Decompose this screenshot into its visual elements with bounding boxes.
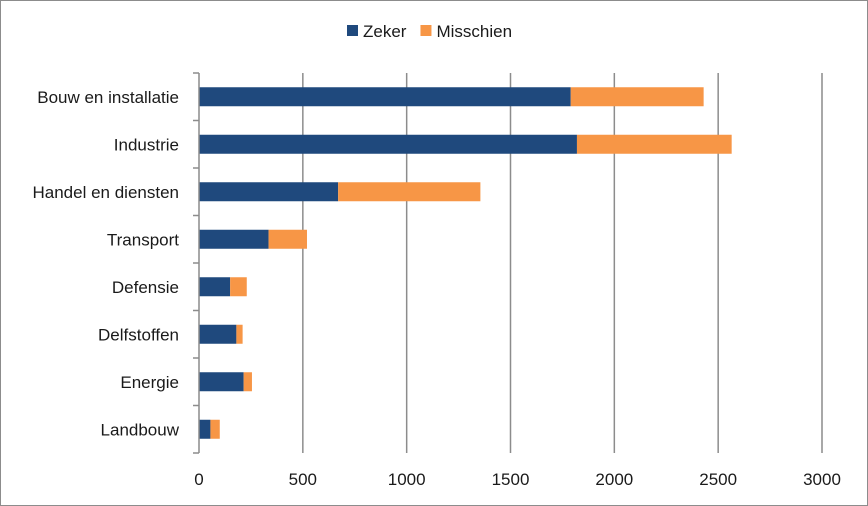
bar-zeker-7 [199, 419, 211, 439]
gridlines [302, 73, 823, 453]
bar-zeker-4 [199, 277, 231, 297]
bar-misschien-4 [230, 277, 247, 297]
bar-misschien-0 [570, 87, 704, 107]
bar-zeker-2 [199, 182, 339, 202]
y-category-label: Handel en diensten [32, 183, 179, 202]
axes: 0 500 1000 1500 2000 2500 3000 Bouw en installa… [32, 72, 841, 489]
bar-misschien-3 [268, 229, 307, 249]
y-category-label: Bouw en installatie [37, 88, 179, 107]
x-tick-label: 2500 [699, 470, 737, 489]
x-tick-label: 1000 [388, 470, 426, 489]
x-tick-label: 2000 [595, 470, 633, 489]
bar-misschien-7 [210, 419, 220, 439]
legend-swatch-zeker [347, 25, 358, 36]
x-tick-label: 1500 [492, 470, 530, 489]
bar-zeker-0 [199, 87, 571, 107]
bar-zeker-3 [199, 229, 269, 249]
y-category-label: Delfstoffen [98, 325, 179, 344]
legend-label-zeker: Zeker [363, 22, 407, 41]
y-category-label: Industrie [114, 135, 179, 154]
x-tick-label: 3000 [803, 470, 841, 489]
legend-swatch-misschien [420, 25, 432, 36]
bar-misschien-5 [236, 324, 243, 344]
x-tick-label: 500 [289, 470, 317, 489]
y-category-label: Landbouw [101, 420, 180, 439]
bar-misschien-2 [338, 182, 481, 202]
bar-zeker-6 [199, 372, 244, 392]
y-category-label: Energie [120, 373, 179, 392]
y-category-label: Defensie [112, 278, 179, 297]
bar-misschien-6 [243, 372, 252, 392]
legend-label-misschien: Misschien [436, 22, 512, 41]
bar-misschien-1 [576, 134, 732, 154]
bar-zeker-1 [199, 134, 577, 154]
y-category-label: Transport [107, 230, 179, 249]
bar-zeker-5 [199, 324, 237, 344]
x-tick-label: 0 [194, 470, 203, 489]
legend: Zeker Misschien [347, 22, 512, 41]
bars [199, 87, 732, 439]
